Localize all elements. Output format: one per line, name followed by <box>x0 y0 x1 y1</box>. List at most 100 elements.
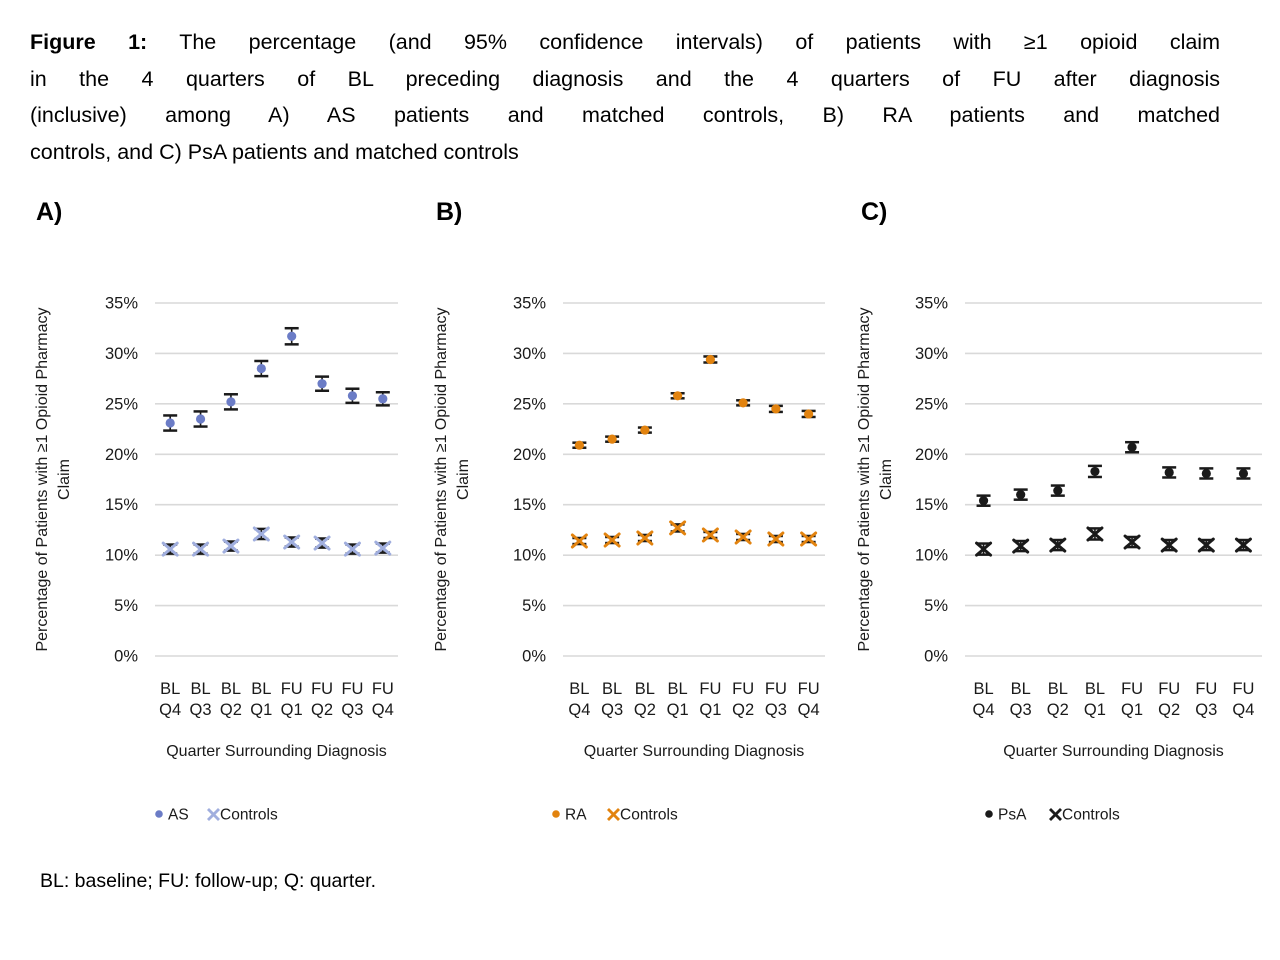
x-tick-label: BL Q2 <box>634 680 656 719</box>
data-point <box>1164 467 1174 478</box>
data-point <box>287 331 297 341</box>
ra-point-group <box>703 354 718 365</box>
chart-b-canvas: 35% 30% 25% 20% 15% 10% 5% 0% Percentage of Pati… <box>433 295 825 824</box>
as-point-group <box>345 387 360 405</box>
data-point <box>343 541 361 557</box>
psa-point-group <box>1125 440 1140 454</box>
x-tick-label: FU Q2 <box>1158 680 1180 719</box>
controls-point-group <box>701 527 719 543</box>
x-tick-label: BL Q1 <box>250 680 272 719</box>
data-point <box>1201 468 1211 479</box>
data-point <box>256 363 266 374</box>
data-point <box>1053 485 1063 496</box>
y-tick-label: 10% <box>915 547 948 565</box>
legend-marker-x <box>1049 808 1062 821</box>
y-tick-label: 5% <box>114 597 138 615</box>
y-tick-label: 5% <box>924 597 948 615</box>
legend-marker-circle <box>985 810 993 818</box>
y-tick-label: 25% <box>915 395 948 413</box>
y-axis-label: Percentage of Patients with ≥1 Opioid Ph… <box>433 307 450 651</box>
legend-marker-circle <box>552 810 560 818</box>
controls-point-group <box>767 531 785 547</box>
psa-point-group <box>1013 488 1028 501</box>
data-point <box>1197 537 1215 553</box>
data-point <box>1238 468 1249 479</box>
y-axis-label: Claim <box>56 459 73 500</box>
controls-point-group <box>222 538 240 554</box>
x-tick-label: BL Q4 <box>159 680 181 719</box>
x-tick-label: BL Q3 <box>190 680 212 719</box>
legend-label: PsA <box>998 807 1027 824</box>
x-tick-label: FU Q2 <box>311 680 333 719</box>
data-point <box>1016 490 1026 500</box>
ra-point-group <box>736 398 751 408</box>
figure-number: Figure 1: <box>30 30 148 54</box>
legend-label: Controls <box>1062 807 1120 824</box>
ra-point-group <box>605 434 620 444</box>
x-tick-label: BL Q4 <box>568 680 590 719</box>
data-point <box>252 526 270 542</box>
y-axis-label: Claim <box>878 459 895 500</box>
x-tick-label: FU Q1 <box>699 680 721 719</box>
y-tick-label: 30% <box>915 345 948 363</box>
controls-point-group <box>1049 537 1067 553</box>
data-point <box>378 394 388 404</box>
data-point <box>705 354 715 365</box>
ra-point-group <box>670 391 685 401</box>
ra-point-group <box>768 404 783 414</box>
data-point <box>1127 442 1137 452</box>
controls-point-group <box>1234 537 1252 553</box>
data-point <box>1086 526 1104 542</box>
controls-point-group <box>570 533 588 549</box>
y-axis-label: Percentage of Patients with ≥1 Opioid Ph… <box>34 307 51 651</box>
controls-point-group <box>252 526 270 542</box>
legend: AS Controls <box>155 807 278 824</box>
y-axis-label: Percentage of Patients with ≥1 Opioid Ph… <box>856 307 873 651</box>
controls-point-group <box>343 541 361 557</box>
y-tick-label: 5% <box>522 597 546 615</box>
figure-title-line: (inclusive) among A) AS patients and mat… <box>30 103 1220 127</box>
chart-c-canvas: 35% 30% 25% 20% 15% 10% 5% 0% Percentage of Pati… <box>856 295 1262 824</box>
panel-b-label: B) <box>436 198 463 226</box>
data-point <box>222 538 240 554</box>
data-point <box>1160 537 1178 553</box>
data-point <box>640 425 650 435</box>
psa-point-group <box>1199 467 1214 480</box>
figure-title-text: The percentage (and 95% confidence inter… <box>147 30 1220 54</box>
controls-point-group <box>975 541 993 557</box>
y-tick-label: 15% <box>105 496 138 514</box>
figure-title-line: Figure 1: The percentage (and 95% confid… <box>30 24 1220 61</box>
x-tick-label: BL Q2 <box>220 680 242 719</box>
controls-point-group <box>1197 537 1215 553</box>
psa-point-group <box>976 494 991 507</box>
data-point <box>347 391 358 401</box>
panel-c-label: C) <box>861 198 888 226</box>
controls-point-group <box>283 534 301 550</box>
data-point <box>374 540 392 556</box>
y-tick-label: 35% <box>105 295 138 313</box>
as-point-group <box>193 410 208 428</box>
x-tick-label: FU Q4 <box>1232 680 1254 719</box>
data-point <box>313 535 331 551</box>
controls-point-group <box>669 520 687 536</box>
figure-title-line: controls, and C) PsA patients and matche… <box>30 139 519 164</box>
y-tick-label: 15% <box>915 496 948 514</box>
data-point <box>673 391 683 401</box>
controls-point-group <box>313 535 331 551</box>
psa-point-group <box>1236 467 1251 480</box>
data-point <box>603 532 621 548</box>
y-tick-label: 15% <box>513 496 546 514</box>
legend-marker-x <box>207 808 220 821</box>
data-point <box>1049 537 1067 553</box>
controls-point-group <box>1012 538 1030 554</box>
controls-point-group <box>1086 526 1104 542</box>
data-point <box>574 440 584 450</box>
x-axis-title: Quarter Surrounding Diagnosis <box>1003 743 1224 760</box>
x-tick-label: FU Q1 <box>1121 680 1143 719</box>
as-point-group <box>284 326 299 346</box>
y-tick-label: 20% <box>915 446 948 464</box>
x-tick-label: FU Q4 <box>372 680 394 719</box>
data-point <box>195 414 206 424</box>
y-axis-label: Claim <box>455 459 472 500</box>
